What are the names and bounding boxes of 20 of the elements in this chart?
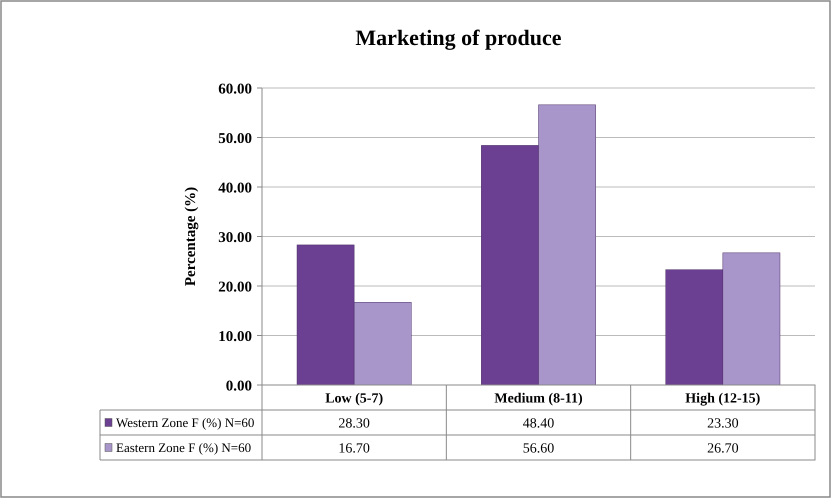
y-tick-label: 50.00	[218, 130, 252, 147]
data-label: 26.70	[707, 441, 739, 456]
data-label: 16.70	[338, 441, 370, 456]
legend-label: Eastern Zone F (%) N=60	[116, 440, 252, 456]
y-tick-label: 60.00	[218, 81, 252, 98]
y-tick-label: 10.00	[218, 328, 252, 345]
y-tick-label: 40.00	[218, 180, 252, 196]
x-tick-label: Low (5-7)	[325, 391, 384, 406]
legend-label: Western Zone F (%) N=60	[116, 415, 254, 430]
y-tick-label: 30.00	[218, 230, 252, 246]
data-label: 56.60	[522, 441, 554, 456]
y-tick-label: 0.00	[226, 378, 252, 394]
x-tick-label: Medium (8-11)	[494, 391, 583, 406]
y-axis-title: Percentage (%)	[183, 186, 199, 286]
x-tick-label: High (12-15)	[685, 391, 761, 406]
data-label: 23.30	[707, 416, 739, 432]
data-label: 48.40	[522, 416, 554, 432]
data-label: 28.30	[338, 416, 370, 432]
y-tick-label: 20.00	[218, 279, 252, 296]
chart-title: Marketing of produce	[355, 25, 562, 50]
